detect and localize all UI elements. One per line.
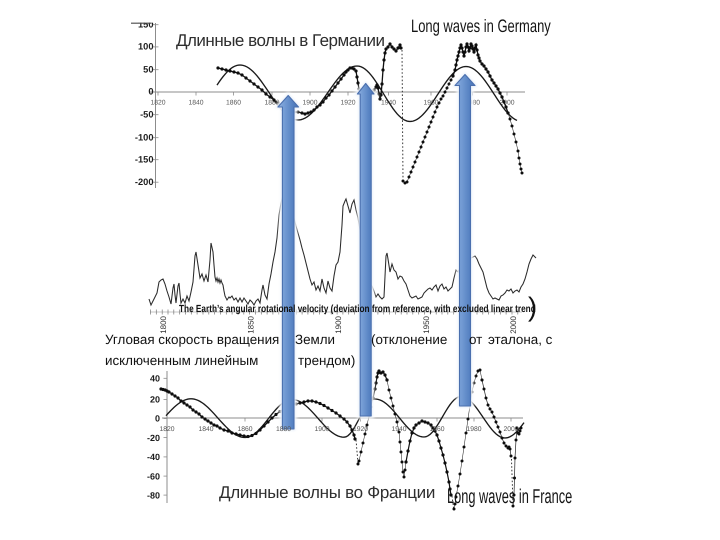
svg-text:1900: 1900 xyxy=(334,315,343,333)
svg-text:1920: 1920 xyxy=(340,99,355,106)
svg-text:1880: 1880 xyxy=(276,426,291,433)
svg-text:150: 150 xyxy=(138,19,154,29)
svg-text:-60: -60 xyxy=(147,471,160,481)
svg-text:1960: 1960 xyxy=(429,426,444,433)
svg-text:50: 50 xyxy=(143,64,153,74)
svg-text:1980: 1980 xyxy=(466,426,481,433)
svg-text:1850: 1850 xyxy=(247,315,256,333)
svg-text:0: 0 xyxy=(148,87,153,97)
svg-text:1950: 1950 xyxy=(422,315,431,333)
svg-text:1900: 1900 xyxy=(302,99,317,106)
svg-text:2000: 2000 xyxy=(499,99,514,106)
svg-text:1840: 1840 xyxy=(188,99,203,106)
svg-text:-200: -200 xyxy=(135,177,154,187)
svg-text:1920: 1920 xyxy=(353,426,368,433)
svg-text:1900: 1900 xyxy=(314,426,329,433)
svg-text:-40: -40 xyxy=(147,452,160,462)
svg-text:1940: 1940 xyxy=(391,426,406,433)
svg-text:2000: 2000 xyxy=(509,315,518,333)
svg-text:-50: -50 xyxy=(140,109,153,119)
svg-text:20: 20 xyxy=(150,395,160,405)
svg-text:1820: 1820 xyxy=(159,426,174,433)
svg-text:1840: 1840 xyxy=(198,426,213,433)
svg-text:-20: -20 xyxy=(147,433,160,443)
svg-text:1820: 1820 xyxy=(150,99,165,106)
svg-text:1960: 1960 xyxy=(423,99,438,106)
svg-text:100: 100 xyxy=(138,42,154,52)
svg-text:1860: 1860 xyxy=(237,426,252,433)
svg-text:1880: 1880 xyxy=(264,99,279,106)
svg-text:2000: 2000 xyxy=(503,426,518,433)
svg-text:1860: 1860 xyxy=(226,99,241,106)
svg-text:-100: -100 xyxy=(135,132,154,142)
svg-text:0: 0 xyxy=(155,414,160,424)
svg-text:-150: -150 xyxy=(135,154,154,164)
svg-text:1800: 1800 xyxy=(159,315,168,333)
svg-text:40: 40 xyxy=(150,374,160,384)
svg-text:-80: -80 xyxy=(147,490,160,500)
